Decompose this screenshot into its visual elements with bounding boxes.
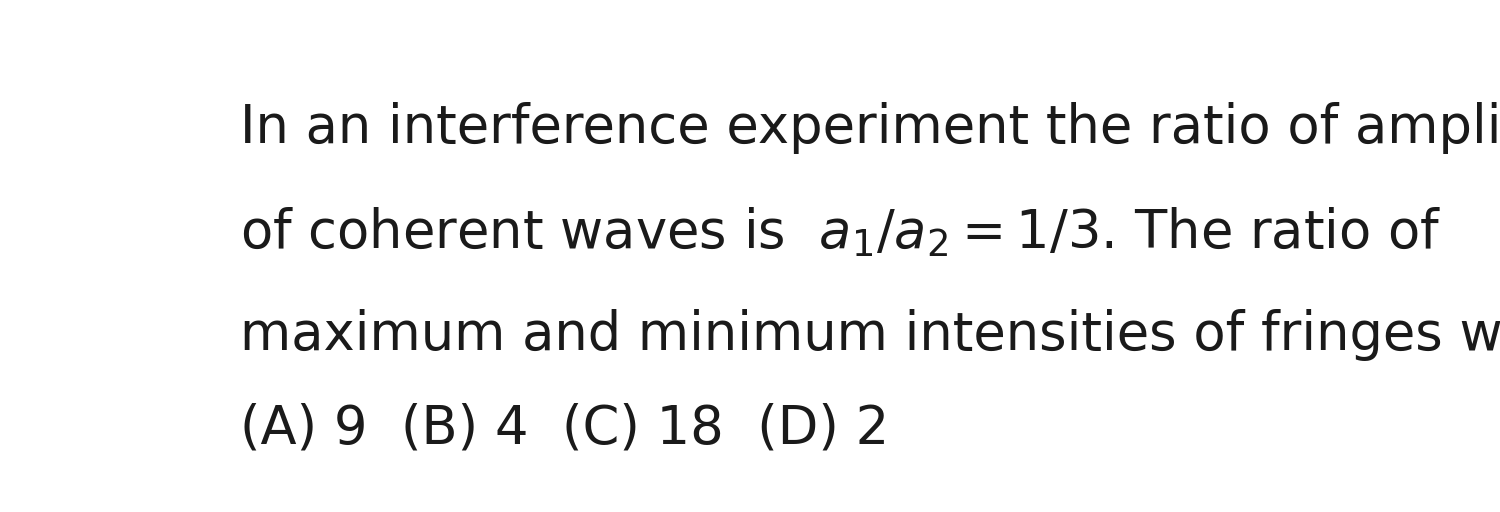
Text: (A) 9  (B) 4  (C) 18  (D) 2: (A) 9 (B) 4 (C) 18 (D) 2 — [240, 402, 889, 454]
Text: In an interference experiment the ratio of amplitudes: In an interference experiment the ratio … — [240, 102, 1500, 155]
Text: maximum and minimum intensities of fringes will be:: maximum and minimum intensities of fring… — [240, 309, 1500, 361]
Text: of coherent waves is  $a_1/a_2 = 1/3$. The ratio of: of coherent waves is $a_1/a_2 = 1/3$. Th… — [240, 206, 1442, 260]
